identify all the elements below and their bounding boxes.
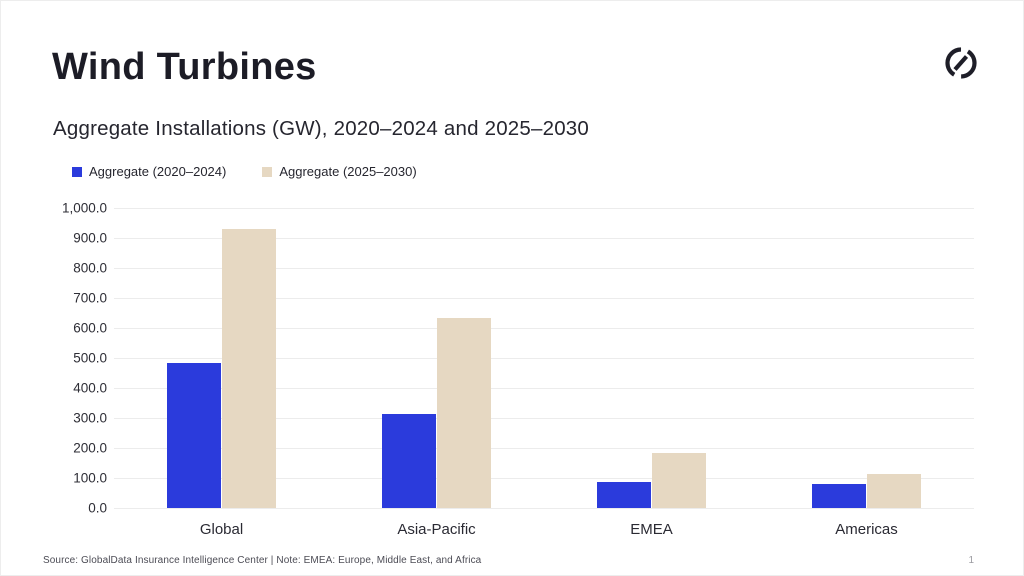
x-axis-category-label: Asia-Pacific	[397, 521, 476, 538]
gridline	[114, 417, 974, 419]
y-axis-tick-label: 800.0	[73, 260, 107, 276]
y-axis-tick-label: 200.0	[73, 440, 107, 456]
gridline	[114, 447, 974, 449]
y-axis-tick-label: 600.0	[73, 320, 107, 336]
legend-swatch	[262, 166, 273, 177]
gridline	[114, 297, 974, 299]
y-axis-tick-label: 300.0	[73, 410, 107, 426]
source-note: Source: GlobalData Insurance Intelligenc…	[43, 555, 482, 566]
gridline	[114, 357, 974, 359]
gridline	[114, 207, 974, 209]
chart-title: Aggregate Installations (GW), 2020–2024 …	[53, 117, 590, 140]
chart-legend: Aggregate (2020–2024) Aggregate (2025–203…	[72, 164, 417, 179]
y-axis-tick-label: 900.0	[73, 230, 107, 246]
legend-item: Aggregate (2025–2030)	[262, 164, 417, 179]
gridline	[114, 237, 974, 239]
x-axis-category-label: Americas	[835, 521, 898, 538]
page-title: Wind Turbines	[52, 46, 317, 88]
x-axis-category-label: Global	[199, 521, 244, 538]
y-axis-tick-label: 100.0	[73, 470, 107, 486]
y-axis-tick-label: 1,000.0	[61, 200, 107, 216]
bar-asia-pacific-series-1	[382, 413, 436, 508]
page-number: 1	[968, 555, 974, 566]
bar-chart-plot-area: Global Asia-Pacific EMEA Americas	[114, 207, 974, 538]
y-axis-tick-label: 0.0	[88, 500, 107, 516]
bar-americas-series-1	[812, 484, 866, 508]
bar-emea-series-1	[597, 481, 651, 508]
gridline	[114, 387, 974, 389]
y-axis-tick-label: 700.0	[73, 290, 107, 306]
gridline	[114, 267, 974, 269]
bar-emea-series-2	[652, 452, 706, 508]
gridline	[114, 477, 974, 479]
bar-americas-series-2	[867, 474, 921, 508]
y-axis-tick-label: 400.0	[73, 380, 107, 396]
gridline	[114, 507, 974, 509]
y-axis-tick-label: 500.0	[73, 350, 107, 366]
legend-swatch	[72, 166, 82, 177]
globaldata-logo-icon	[941, 43, 981, 83]
gridline	[114, 327, 974, 329]
legend-item: Aggregate (2020–2024)	[72, 164, 226, 179]
y-axis-tick-labels: 0.0 100.0 200.0 300.0 400.0 500.0 600.0 700.0 80…	[37, 201, 107, 514]
bar-asia-pacific-series-2	[437, 317, 491, 508]
x-axis-category-label: EMEA	[630, 521, 673, 538]
legend-label: Aggregate (2025–2030)	[279, 164, 417, 179]
bar-global-series-1	[167, 362, 221, 508]
bar-global-series-2	[222, 229, 276, 508]
legend-label: Aggregate (2020–2024)	[89, 164, 227, 179]
